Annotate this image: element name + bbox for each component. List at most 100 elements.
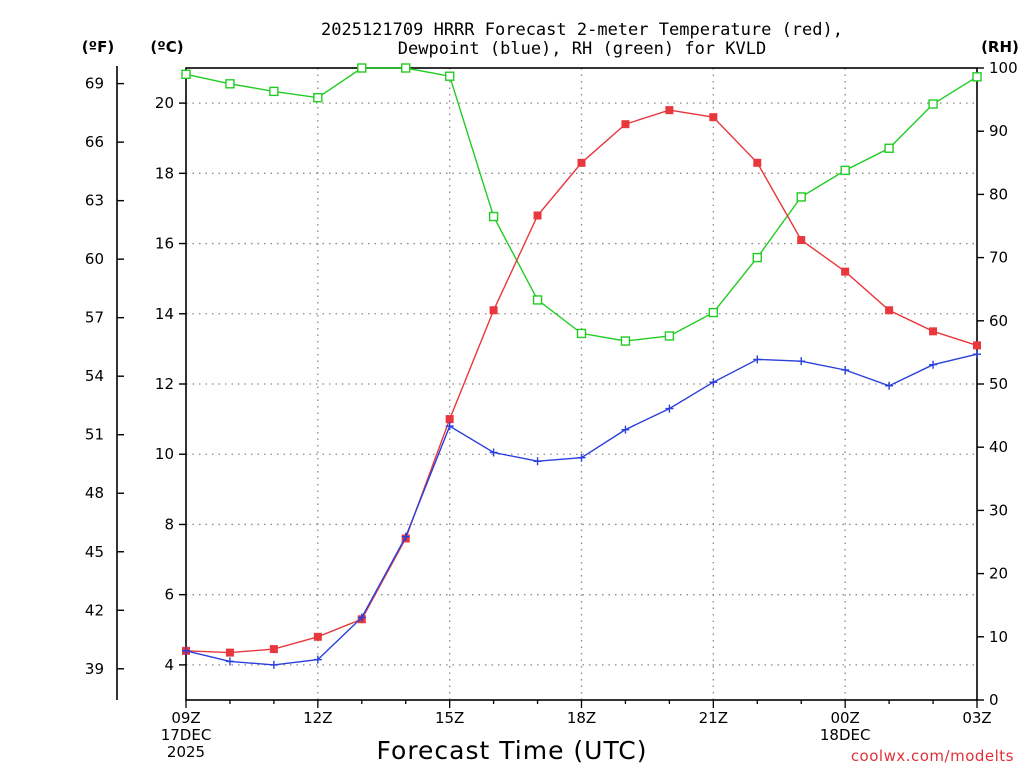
dewpoint-point-21 <box>709 378 718 387</box>
x-tick-label-27-0: 03Z <box>962 709 991 727</box>
rh-tick-label-90: 90 <box>989 122 1008 140</box>
rh-tick-label-70: 70 <box>989 249 1008 267</box>
grid-lines <box>186 68 977 700</box>
rh-point-9 <box>181 69 191 80</box>
dewpoint-point-22 <box>753 355 762 364</box>
rh-tick-label-0: 0 <box>989 691 999 709</box>
rh-unit-label: (RH) <box>981 38 1019 56</box>
dewpoint-series <box>182 350 981 669</box>
rh-point-11 <box>269 86 279 97</box>
rh-point-10 <box>225 79 235 89</box>
rh-tick-label-20: 20 <box>989 565 1008 583</box>
temperature-point-21 <box>709 113 718 122</box>
celsius-tick-label-12: 12 <box>155 375 174 393</box>
rh-point-22 <box>752 252 762 263</box>
dewpoint-point-19 <box>621 425 630 434</box>
fahrenheit-tick-label-69: 69 <box>85 75 104 93</box>
rh-point-27 <box>972 72 982 82</box>
temperature-point-23 <box>797 236 806 245</box>
temperature-point-27 <box>973 341 981 350</box>
chart-title-line-1: 2025121709 HRRR Forecast 2-meter Tempera… <box>321 20 843 40</box>
temperature-point-26 <box>929 327 938 336</box>
dewpoint-point-23 <box>797 357 806 366</box>
fahrenheit-tick-label-54: 54 <box>85 367 104 385</box>
dewpoint-point-27 <box>973 350 981 359</box>
dewpoint-point-13 <box>357 613 366 622</box>
dewpoint-point-15 <box>445 422 454 431</box>
temperature-point-18 <box>577 158 586 167</box>
celsius-tick-label-14: 14 <box>155 305 174 323</box>
rh-tick-label-60: 60 <box>989 312 1008 330</box>
dewpoint-point-14 <box>401 532 410 541</box>
rh-point-13 <box>357 63 367 73</box>
x-tick-label-9-1: 17DEC <box>161 726 212 744</box>
rh-point-23 <box>796 192 806 202</box>
fahrenheit-tick-label-51: 51 <box>85 426 104 444</box>
rh-point-12 <box>313 93 323 103</box>
dewpoint-point-11 <box>269 660 278 669</box>
rh-point-15 <box>444 71 455 81</box>
temperature-point-20 <box>665 106 674 115</box>
temperature-point-16 <box>489 306 498 315</box>
fahrenheit-tick-label-60: 60 <box>85 250 104 268</box>
rh-tick-label-100: 100 <box>989 59 1018 77</box>
dewpoint-point-18 <box>577 453 586 462</box>
x-tick-label-15-0: 15Z <box>435 709 464 727</box>
x-tick-label-24-0: 00Z <box>830 709 859 727</box>
x-tick-label-12-0: 12Z <box>303 709 332 727</box>
fahrenheit-tick-label-45: 45 <box>85 543 104 561</box>
temperature-point-19 <box>621 120 630 129</box>
celsius-tick-label-10: 10 <box>155 445 174 463</box>
rh-tick-label-30: 30 <box>989 501 1008 519</box>
fahrenheit-tick-label-57: 57 <box>85 309 104 327</box>
chart-axes: 4 6 8 10 12 14 16 18 20 39 42 45 48 51 54 57 60 63 66 69 0 10… <box>85 59 1018 761</box>
dewpoint-point-26 <box>929 360 938 369</box>
rh-point-16 <box>488 211 499 222</box>
fahrenheit-tick-label-48: 48 <box>85 484 104 502</box>
temperature-point-15 <box>445 415 454 424</box>
x-tick-label-9-0: 09Z <box>171 709 200 727</box>
rh-series <box>181 63 982 346</box>
fahrenheit-tick-label-39: 39 <box>85 660 104 678</box>
x-tick-label-24-1: 18DEC <box>820 726 871 744</box>
rh-tick-label-40: 40 <box>989 438 1008 456</box>
rh-point-18 <box>576 328 587 339</box>
dewpoint-point-17 <box>533 457 542 466</box>
celsius-tick-label-6: 6 <box>164 586 174 604</box>
temperature-point-10 <box>225 648 234 657</box>
rh-point-20 <box>664 331 675 341</box>
rh-point-26 <box>928 99 938 109</box>
rh-point-17 <box>532 295 543 305</box>
temperature-series <box>182 106 981 657</box>
dewpoint-point-25 <box>885 381 894 390</box>
rh-tick-label-10: 10 <box>989 628 1008 646</box>
celsius-tick-label-4: 4 <box>164 656 174 674</box>
dewpoint-point-20 <box>665 404 674 413</box>
rh-point-24 <box>840 165 850 176</box>
chart-title-line-2: Dewpoint (blue), RH (green) for KVLD <box>398 39 766 59</box>
fahrenheit-tick-label-63: 63 <box>85 192 104 210</box>
rh-point-25 <box>884 143 894 153</box>
temperature-point-25 <box>885 306 894 315</box>
dewpoint-point-9 <box>182 646 190 655</box>
celsius-unit-label: (ºC) <box>150 38 183 56</box>
celsius-tick-label-20: 20 <box>155 94 174 112</box>
temperature-point-12 <box>313 632 322 641</box>
dewpoint-point-12 <box>313 655 322 664</box>
fahrenheit-unit-label: (ºF) <box>82 38 114 56</box>
dewpoint-point-16 <box>489 448 498 457</box>
watermark: coolwx.com/modelts <box>851 747 1014 765</box>
temperature-point-17 <box>533 211 542 220</box>
rh-tick-label-50: 50 <box>989 375 1008 393</box>
celsius-tick-label-16: 16 <box>155 235 174 253</box>
x-tick-label-18-0: 18Z <box>567 709 596 727</box>
series-layer <box>181 63 982 669</box>
x-tick-label-9-2: 2025 <box>167 743 205 761</box>
temperature-point-11 <box>269 645 278 654</box>
temperature-point-22 <box>753 158 762 167</box>
temperature-point-24 <box>841 267 850 276</box>
fahrenheit-tick-label-42: 42 <box>85 601 104 619</box>
celsius-tick-label-18: 18 <box>155 164 174 182</box>
x-axis-label: Forecast Time (UTC) <box>377 736 648 765</box>
